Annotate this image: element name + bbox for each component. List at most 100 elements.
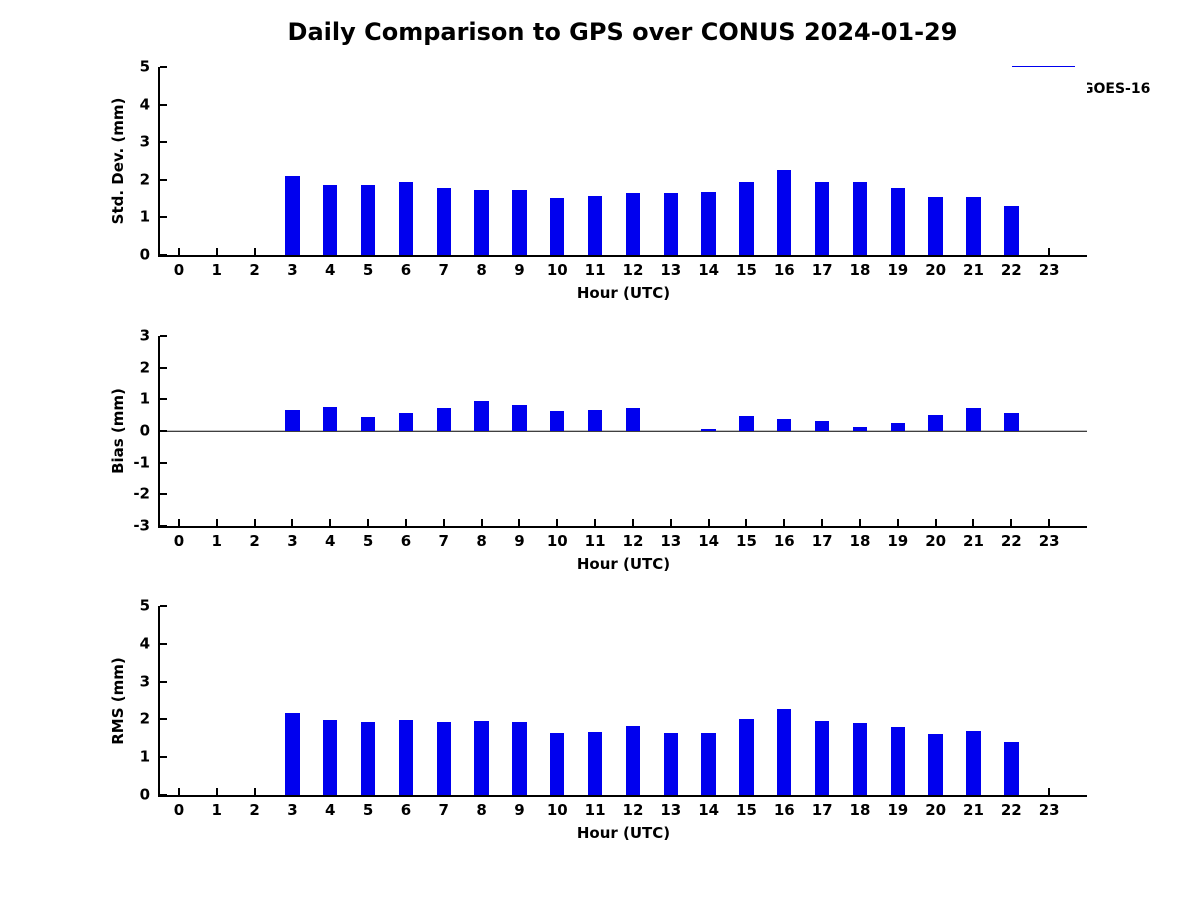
legend-label: GOES-16 [1082, 81, 1151, 97]
bar [890, 188, 905, 255]
x-tick-label: 4 [325, 261, 336, 279]
x-tick-label: 1 [211, 532, 222, 550]
y-tick-label: -3 [133, 516, 150, 535]
bar [323, 185, 338, 255]
x-tick [972, 519, 975, 526]
y-tick-label: 1 [139, 207, 150, 226]
x-tick-label: 4 [325, 801, 336, 819]
bar [474, 400, 489, 431]
x-tick-label: 20 [925, 532, 947, 550]
x-tick-label: 2 [249, 532, 260, 550]
bias-y-axis-label: Bias (mm) [109, 388, 127, 474]
x-tick [783, 519, 786, 526]
bar [966, 730, 981, 795]
bias-plot-area: Bias (mm) Hour (UTC) -3 -2 -1 0 1 2 3 0 1 2 3 4 5 6 7 8… [109, 328, 1087, 573]
x-tick-label: 18 [849, 261, 871, 279]
bias-x-axis-label: Hour (UTC) [576, 555, 671, 573]
y-tick [160, 680, 167, 683]
zero-line [160, 430, 1087, 432]
x-tick-label: 18 [849, 801, 871, 819]
x-tick [1048, 248, 1051, 255]
x-tick [291, 519, 294, 526]
x-tick-label: 21 [963, 261, 984, 279]
x-tick-label: 20 [925, 801, 947, 819]
x-tick-label: 19 [887, 261, 909, 279]
x-tick-label: 14 [698, 801, 720, 819]
x-tick [556, 519, 559, 526]
x-tick-label: 7 [438, 801, 449, 819]
x-tick [1048, 788, 1051, 795]
x-tick-label: 18 [849, 532, 871, 550]
x-tick [253, 248, 256, 255]
x-tick-label: 17 [811, 261, 833, 279]
x-tick [1010, 519, 1013, 526]
x-tick-label: 11 [584, 801, 606, 819]
bar [285, 410, 300, 431]
std-dev-x-axis-label: Hour (UTC) [576, 284, 671, 302]
x-tick-label: 15 [736, 801, 757, 819]
bar [398, 181, 414, 255]
x-tick-label: 5 [362, 261, 374, 279]
x-tick-label: 0 [173, 801, 185, 819]
x-tick-label: 14 [698, 261, 720, 279]
x-tick [480, 519, 483, 526]
bar [1004, 741, 1019, 795]
bar [285, 712, 300, 795]
bar [777, 169, 792, 255]
x-tick-label: 21 [963, 801, 984, 819]
x-tick [745, 519, 748, 526]
bar [966, 407, 981, 431]
x-tick [404, 519, 407, 526]
x-tick-label: 4 [325, 532, 336, 550]
x-tick-label: 20 [925, 261, 947, 279]
bar [323, 719, 338, 795]
x-tick-label: 11 [584, 261, 606, 279]
bar [625, 408, 641, 431]
x-tick [177, 788, 180, 795]
x-tick-label: 3 [287, 532, 298, 550]
x-tick-label: 6 [400, 532, 412, 550]
x-tick-label: 0 [173, 261, 185, 279]
x-tick [215, 788, 218, 795]
x-tick-label: 21 [963, 532, 984, 550]
x-tick-label: 6 [400, 801, 412, 819]
x-tick-label: 3 [287, 801, 298, 819]
y-tick-label: 2 [139, 709, 150, 728]
x-tick-label: 10 [546, 532, 568, 550]
y-tick [160, 642, 167, 645]
y-tick [160, 366, 167, 369]
x-tick-label: 23 [1038, 801, 1060, 819]
x-tick-label: 22 [1000, 532, 1022, 550]
x-tick [934, 519, 937, 526]
x-tick [329, 519, 332, 526]
y-tick [160, 141, 167, 144]
x-tick-label: 23 [1038, 261, 1060, 279]
x-tick-label: 8 [476, 801, 487, 819]
bar [814, 181, 830, 255]
x-tick-label: 13 [660, 261, 682, 279]
bar [587, 196, 603, 255]
x-tick-label: 7 [438, 261, 449, 279]
y-tick-label: 3 [139, 326, 150, 345]
x-tick [821, 519, 824, 526]
bar [587, 410, 603, 431]
bar [739, 181, 754, 255]
x-tick-label: 2 [249, 801, 260, 819]
y-tick-label: 4 [139, 95, 150, 114]
bar [1004, 206, 1019, 255]
x-tick-label: 5 [362, 801, 374, 819]
bar [625, 193, 641, 255]
bar [587, 731, 603, 795]
bar [474, 720, 489, 795]
x-tick-label: 9 [514, 801, 525, 819]
std-dev-y-axis-label: Std. Dev. (mm) [109, 97, 127, 225]
x-tick-label: 10 [546, 801, 568, 819]
bar [550, 198, 565, 255]
bar [928, 733, 943, 795]
x-tick [177, 519, 180, 526]
y-tick [160, 178, 167, 181]
x-tick-label: 9 [514, 532, 525, 550]
x-tick-label: 22 [1000, 801, 1022, 819]
y-tick [160, 605, 167, 607]
